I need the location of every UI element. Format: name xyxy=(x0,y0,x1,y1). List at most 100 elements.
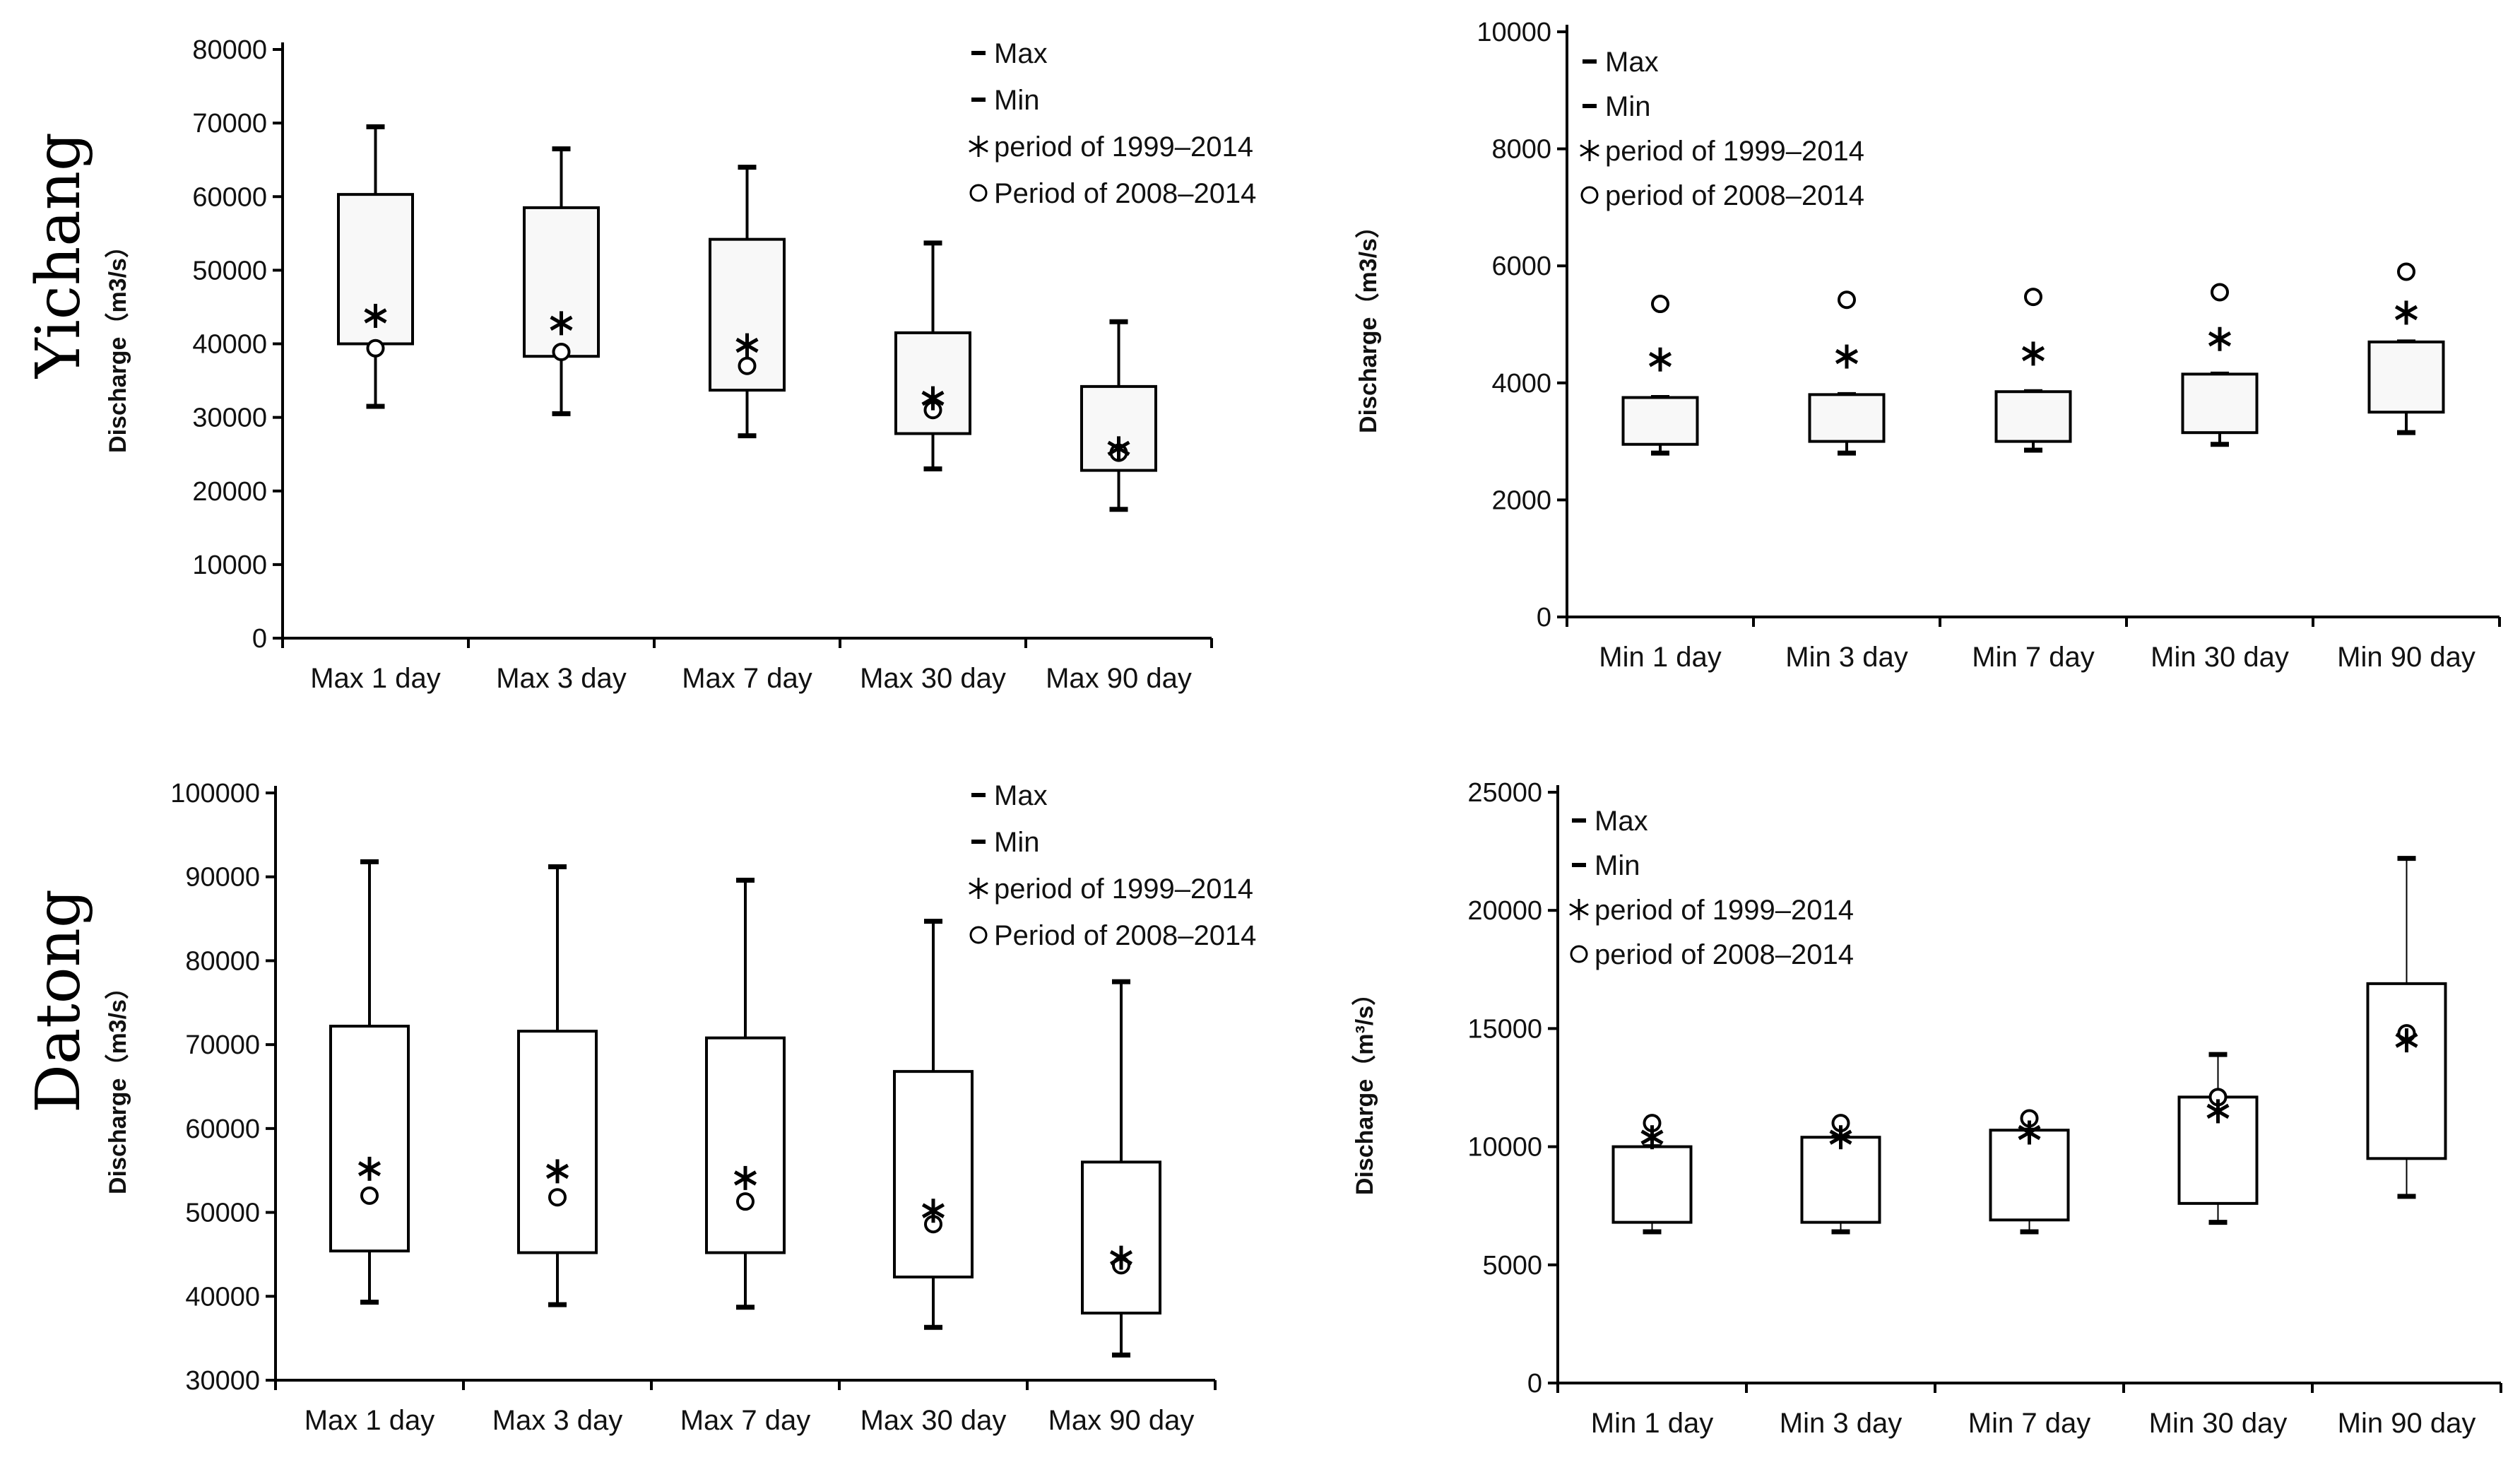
box-group xyxy=(2181,371,2259,447)
legend-label: period of 1999–2014 xyxy=(994,873,1253,905)
legend-item: period of 1999–2014 xyxy=(969,131,1253,163)
legend-label: Min xyxy=(994,827,1039,858)
marker-1999-2014 xyxy=(2395,1028,2418,1053)
marker-1999-2014 xyxy=(550,311,573,336)
legend-item: Period of 2008–2014 xyxy=(969,920,1256,951)
x-tick-label: Max 7 day xyxy=(682,663,812,694)
legend-label: period of 1999–2014 xyxy=(1595,895,1854,926)
marker-1999-2014 xyxy=(1107,436,1130,461)
box-group xyxy=(337,124,414,409)
x-tick-label: Min 90 day xyxy=(2337,642,2475,673)
box-group xyxy=(2366,856,2447,1199)
y-tick-label: 15000 xyxy=(1467,1014,1542,1044)
box xyxy=(517,1030,598,1254)
box xyxy=(1621,396,1699,446)
marker-2008-2014 xyxy=(2024,288,2042,307)
legend-circle xyxy=(969,926,988,944)
marker-2008-2014 xyxy=(2211,283,2229,302)
marker-1999-2014 xyxy=(357,1156,381,1181)
y-tick-label: 20000 xyxy=(1467,896,1542,926)
x-tick-label: Min 30 day xyxy=(2149,1408,2288,1439)
legend-item: Min xyxy=(971,85,1039,116)
legend-label: period of 2008–2014 xyxy=(1595,939,1854,970)
x-tick-label: Max 3 day xyxy=(492,1405,623,1436)
marker-1999-2014 xyxy=(2394,300,2418,325)
box xyxy=(2367,340,2445,414)
x-tick-label: Max 7 day xyxy=(680,1405,811,1436)
marker-1999-2014 xyxy=(921,1199,945,1223)
chart-datong-max: 30000 40000 50000 60000 70000 80000 90000 10000… xyxy=(104,779,1256,1436)
y-tick-label: 50000 xyxy=(192,256,267,286)
x-tick-label: Min 3 day xyxy=(1780,1408,1902,1439)
y-tick-label: 90000 xyxy=(185,863,260,893)
box xyxy=(1800,1136,1881,1224)
legend-circle xyxy=(1580,186,1599,204)
box-group xyxy=(523,146,600,416)
chart-yichang-min: 0 2000 4000 6000 8000 10000 Min 1 day Min 3 day… xyxy=(1354,18,2501,673)
box xyxy=(2181,372,2259,435)
legend-item: Max xyxy=(1583,47,1659,78)
box-group xyxy=(1080,319,1157,512)
legend-asterisk xyxy=(969,878,988,899)
y-tick-label: 50000 xyxy=(185,1199,260,1228)
legend-item: Min xyxy=(1583,91,1650,122)
chart-datong-min: 0 5000 10000 15000 20000 25000 Min 1 day Min 3 … xyxy=(1351,778,2502,1439)
legend-item: Max xyxy=(971,38,1048,69)
x-tick-label: Max 30 day xyxy=(860,663,1006,694)
legend-label: Min xyxy=(1595,850,1640,881)
y-tick-label: 30000 xyxy=(192,404,267,433)
legend-label: Min xyxy=(994,85,1039,116)
legend-label: period of 1999–2014 xyxy=(1605,136,1864,167)
legend-asterisk xyxy=(969,136,988,157)
box-group xyxy=(1611,1144,1693,1235)
y-tick-label: 70000 xyxy=(192,109,267,139)
marker-2008-2014 xyxy=(366,339,385,358)
y-tick-label: 2000 xyxy=(1491,486,1551,515)
box xyxy=(1808,393,1886,443)
y-tick-label: 0 xyxy=(1537,603,1551,633)
y-axis-title: Discharge（m3/s） xyxy=(104,975,131,1194)
legend-label: Min xyxy=(1605,91,1650,122)
box xyxy=(1611,1145,1693,1224)
legend-item: Min xyxy=(971,827,1039,858)
legend-item: Min xyxy=(1572,850,1640,881)
box xyxy=(705,1036,786,1254)
box-group xyxy=(1994,389,2072,453)
y-tick-label: 0 xyxy=(1527,1369,1542,1399)
legend-asterisk xyxy=(1569,899,1589,920)
marker-2008-2014 xyxy=(2397,262,2415,281)
box-group xyxy=(1808,392,1886,456)
x-tick-label: Max 3 day xyxy=(496,663,627,694)
box xyxy=(1989,1129,2070,1222)
y-tick-label: 20000 xyxy=(192,477,267,507)
legend-circle xyxy=(1570,945,1588,963)
legend-item: period of 2008–2014 xyxy=(1580,180,1864,211)
box-group xyxy=(894,240,971,472)
y-tick-label: 60000 xyxy=(185,1114,260,1144)
box-group xyxy=(893,919,974,1330)
legend-label: Max xyxy=(994,38,1048,69)
box-group xyxy=(2177,1052,2259,1225)
y-tick-label: 30000 xyxy=(185,1366,260,1396)
y-tick-label: 100000 xyxy=(170,779,260,808)
y-tick-label: 80000 xyxy=(185,946,260,976)
x-tick-label: Min 1 day xyxy=(1591,1408,1713,1439)
marker-2008-2014 xyxy=(1838,290,1856,310)
marker-1999-2014 xyxy=(1835,344,1859,369)
marker-1999-2014 xyxy=(2208,326,2232,351)
box-group xyxy=(1621,395,1699,456)
y-tick-label: 10000 xyxy=(1467,1133,1542,1163)
box-group xyxy=(1081,979,1161,1358)
box xyxy=(329,1025,410,1253)
legend-item: Max xyxy=(971,780,1048,811)
legend-item: Max xyxy=(1572,806,1648,837)
marker-1999-2014 xyxy=(735,333,759,358)
marker-1999-2014 xyxy=(1829,1125,1852,1150)
chart-yichang-max: 0 10000 20000 30000 40000 50000 60000 70000 8000… xyxy=(104,35,1256,694)
box-group xyxy=(705,877,786,1310)
y-tick-label: 40000 xyxy=(185,1282,260,1312)
legend-label: Max xyxy=(1595,806,1648,837)
x-tick-label: Min 90 day xyxy=(2338,1408,2476,1439)
x-tick-label: Min 3 day xyxy=(1785,642,1907,673)
x-tick-label: Min 7 day xyxy=(1968,1408,2090,1439)
